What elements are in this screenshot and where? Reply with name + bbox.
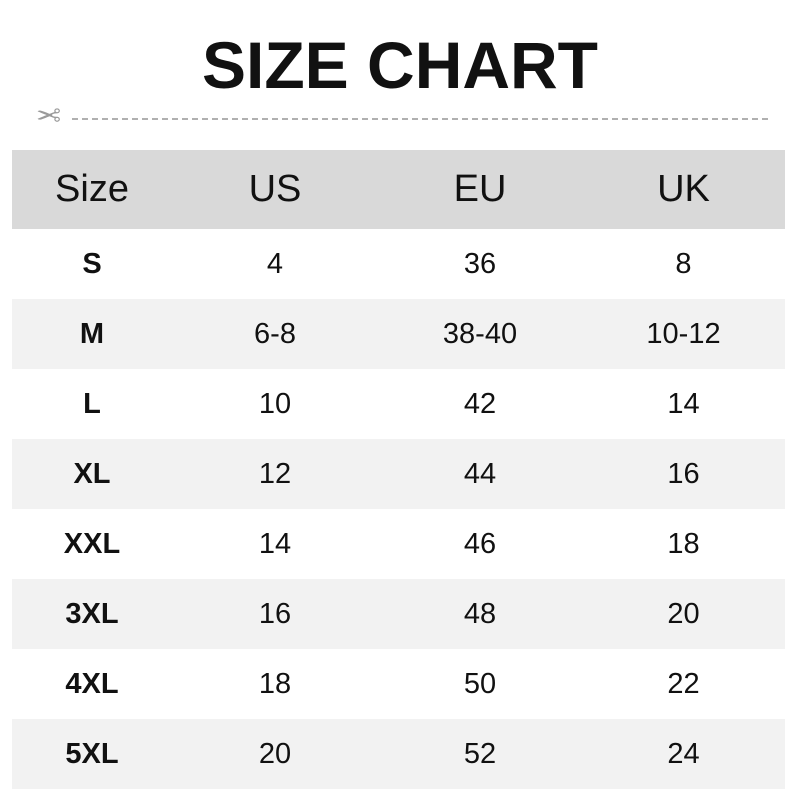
table-row: 5XL 20 52 24 — [12, 719, 785, 789]
cut-line: ✂ — [36, 100, 768, 133]
cell-eu: 36 — [463, 247, 497, 280]
cell-size: L — [83, 387, 101, 420]
cell-eu: 50 — [463, 667, 497, 700]
cell-eu: 52 — [463, 737, 497, 770]
cell-eu: 46 — [463, 527, 497, 560]
header-us: US — [248, 168, 302, 210]
table-row: M 6-8 38-40 10-12 — [12, 299, 785, 369]
page-title: SIZE CHART — [202, 28, 598, 102]
cell-uk: 10-12 — [646, 317, 721, 350]
cell-size: 4XL — [65, 667, 119, 700]
table-row: 3XL 16 48 20 — [12, 579, 785, 649]
cell-size: S — [82, 247, 102, 280]
dashed-divider — [72, 118, 768, 120]
cell-us: 10 — [258, 387, 292, 420]
cell-us: 6-8 — [254, 317, 296, 350]
cell-eu: 48 — [463, 597, 497, 630]
cell-us: 20 — [258, 737, 292, 770]
cell-size: M — [79, 317, 105, 350]
cell-size: 3XL — [65, 597, 119, 630]
cell-us: 12 — [258, 457, 292, 490]
header-size: Size — [55, 168, 129, 210]
table-row: L 10 42 14 — [12, 369, 785, 439]
table-header-row: Size US EU UK — [12, 150, 785, 229]
cell-us: 4 — [266, 247, 284, 280]
table-row: S 4 36 8 — [12, 229, 785, 299]
cell-uk: 22 — [667, 667, 700, 700]
cell-eu: 44 — [463, 457, 497, 490]
cell-size: 5XL — [65, 737, 119, 770]
table-row: 4XL 18 50 22 — [12, 649, 785, 719]
cell-us: 18 — [258, 667, 292, 700]
header-uk: UK — [657, 168, 710, 210]
cell-size: XL — [73, 457, 111, 490]
table-row: XXL 14 46 18 — [12, 509, 785, 579]
cell-eu: 42 — [463, 387, 497, 420]
cell-uk: 16 — [667, 457, 700, 490]
cell-size: XXL — [63, 527, 121, 560]
size-table: Size US EU UK S 4 36 8 M 6-8 38-40 10-12 L 10 42 14… — [12, 150, 785, 789]
cell-uk: 24 — [667, 737, 700, 770]
scissors-icon: ✂ — [36, 100, 62, 133]
cell-uk: 14 — [667, 387, 700, 420]
cell-eu: 38-40 — [442, 317, 518, 350]
cell-uk: 20 — [667, 597, 700, 630]
cell-us: 14 — [258, 527, 292, 560]
cell-uk: 18 — [667, 527, 700, 560]
table-row: XL 12 44 16 — [12, 439, 785, 509]
cell-us: 16 — [258, 597, 292, 630]
cell-uk: 8 — [675, 247, 692, 280]
header-eu: EU — [453, 168, 507, 210]
